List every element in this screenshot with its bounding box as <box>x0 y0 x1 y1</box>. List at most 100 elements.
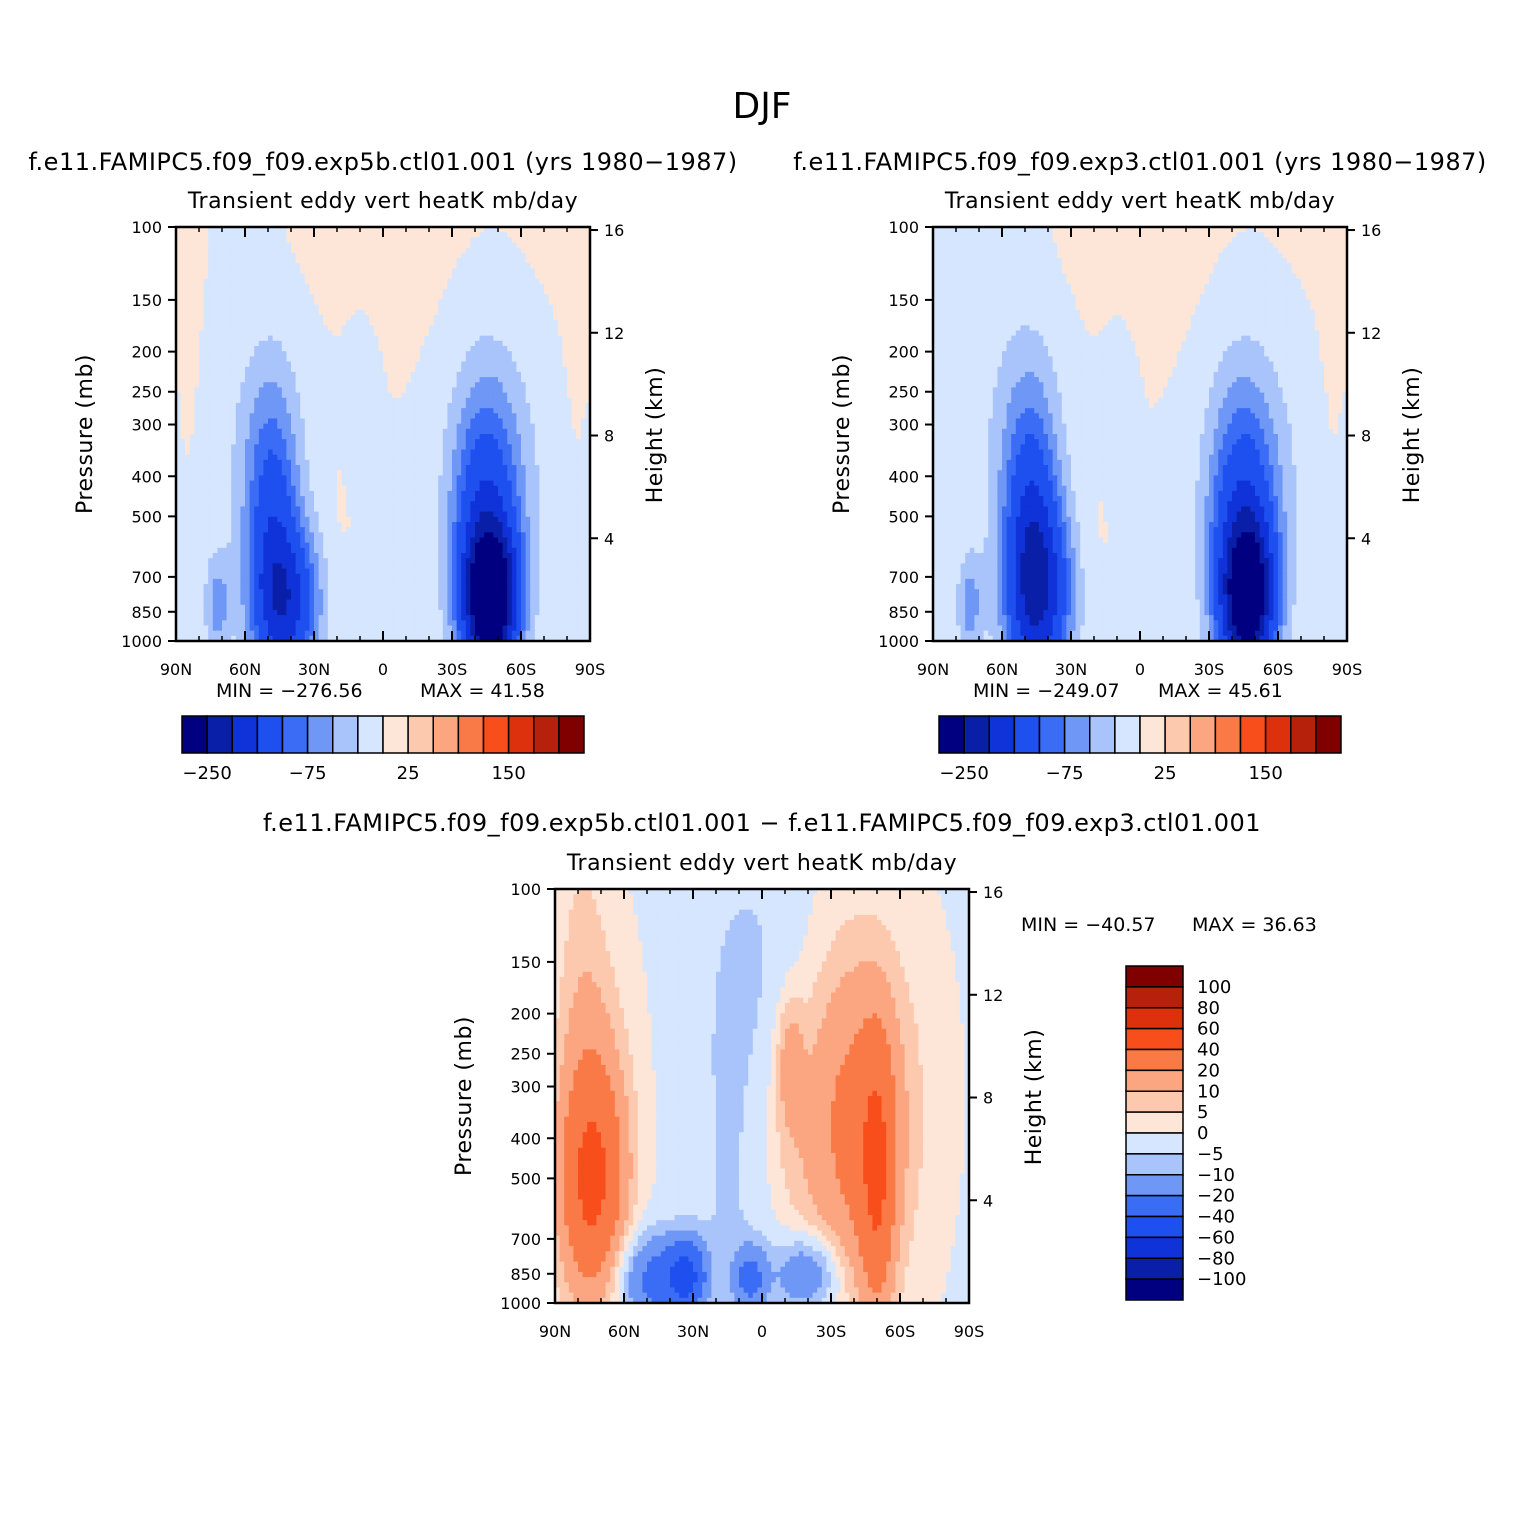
contour-cell <box>567 480 573 487</box>
contour-cell <box>456 247 462 254</box>
contour-cell <box>314 501 320 508</box>
contour-cell <box>576 475 582 482</box>
contour-cell <box>291 371 297 378</box>
contour-cell <box>203 392 209 399</box>
contour-cell <box>470 418 476 425</box>
contour-cell <box>484 449 490 456</box>
contour-cell <box>442 470 448 476</box>
contour-cell <box>387 242 393 249</box>
contour-cell <box>360 382 366 389</box>
contour-cell <box>185 506 191 513</box>
contour-cell <box>318 258 324 264</box>
contour-cell <box>465 232 471 238</box>
contour-cell <box>392 320 398 326</box>
contour-cell <box>521 496 527 502</box>
contour-cell <box>548 309 554 316</box>
contour-cell <box>295 402 301 409</box>
contour-cell <box>502 470 508 476</box>
contour-cell <box>263 278 269 285</box>
contour-cell <box>180 371 186 378</box>
contour-cell <box>406 439 412 445</box>
contour-cell <box>185 278 191 285</box>
contour-cell <box>304 454 310 461</box>
contour-cell <box>475 392 481 399</box>
contour-cell <box>318 299 324 306</box>
contour-cell <box>180 335 186 342</box>
contour-cell <box>203 454 209 461</box>
contour-cell <box>544 444 550 451</box>
contour-cell <box>521 397 527 404</box>
contour-cell <box>383 299 389 306</box>
contour-cell <box>373 283 379 290</box>
contour-cell <box>479 335 485 342</box>
contour-cell <box>461 361 467 368</box>
contour-cell <box>295 480 301 487</box>
contour-cell <box>208 309 214 316</box>
contour-cell <box>465 418 471 425</box>
contour-cell <box>442 506 448 513</box>
contour-cell <box>314 496 320 502</box>
contour-cell <box>396 237 402 244</box>
contour-cell <box>258 377 264 383</box>
contour-cell <box>240 459 246 466</box>
contour-cell <box>300 232 306 238</box>
contour-cell <box>226 325 232 332</box>
contour-cell <box>383 475 389 482</box>
contour-cell <box>539 470 545 476</box>
contour-cell <box>488 252 494 259</box>
contour-cell <box>539 449 545 456</box>
contour-cell <box>268 480 274 487</box>
contour-cell <box>318 475 324 482</box>
contour-cell <box>281 242 287 249</box>
contour-cell <box>189 289 195 295</box>
contour-cell <box>447 268 453 275</box>
contour-cell <box>208 454 214 461</box>
contour-cell <box>415 496 421 502</box>
contour-cell <box>291 485 297 492</box>
contour-cell <box>521 392 527 399</box>
contour-cell <box>277 361 283 368</box>
contour-cell <box>488 227 494 233</box>
contour-cell <box>484 356 490 363</box>
contour-cell <box>355 309 361 316</box>
contour-cell <box>507 340 513 347</box>
contour-cell <box>383 480 389 487</box>
contour-cell <box>304 330 310 337</box>
contour-cell <box>553 392 559 399</box>
contour-cell <box>580 294 586 301</box>
contour-cell <box>433 490 439 497</box>
contour-cell <box>378 366 384 373</box>
contour-cell <box>465 289 471 295</box>
contour-cell <box>452 387 458 394</box>
contour-cell <box>281 392 287 399</box>
contour-cell <box>341 356 347 363</box>
contour-cell <box>396 299 402 306</box>
contour-cell <box>337 299 343 306</box>
contour-cell <box>212 366 218 373</box>
contour-cell <box>281 247 287 254</box>
contour-cell <box>567 408 573 414</box>
contour-cell <box>314 465 320 471</box>
contour-cell <box>479 346 485 352</box>
contour-cell <box>194 242 200 249</box>
contour-cell <box>350 361 356 368</box>
contour-cell <box>327 402 333 409</box>
contour-cell <box>406 252 412 259</box>
contour-cell <box>530 330 536 337</box>
contour-cell <box>378 232 384 238</box>
contour-cell <box>470 392 476 399</box>
contour-cell <box>176 258 182 264</box>
contour-cell <box>364 465 370 471</box>
contour-cell <box>576 413 582 420</box>
contour-cell <box>369 480 375 487</box>
contour-cell <box>585 496 591 502</box>
contour-cell <box>429 408 435 414</box>
contour-cell <box>429 237 435 244</box>
contour-cell <box>295 423 301 430</box>
contour-cell <box>212 252 218 259</box>
contour-cell <box>396 475 402 482</box>
contour-cell <box>254 387 260 394</box>
contour-cell <box>511 304 517 311</box>
contour-cell <box>516 459 522 466</box>
contour-cell <box>557 335 563 342</box>
